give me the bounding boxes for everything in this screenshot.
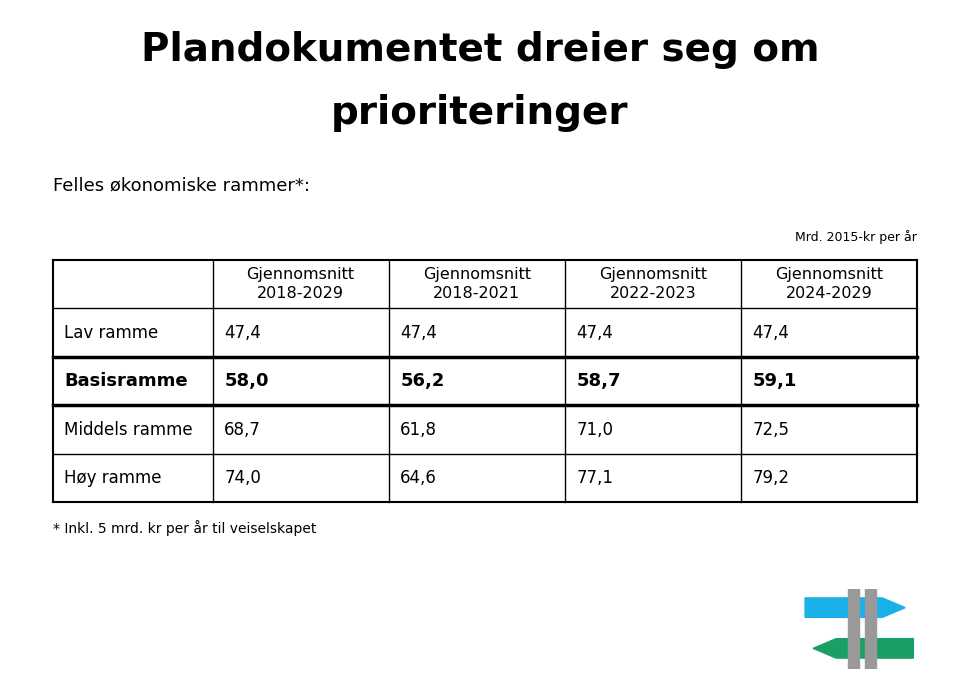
Text: 74,0: 74,0 (224, 469, 261, 487)
Text: 71,0: 71,0 (576, 421, 613, 439)
Bar (848, 589, 859, 669)
Text: 79,2: 79,2 (753, 469, 789, 487)
Text: Mrd. 2015-kr per år: Mrd. 2015-kr per år (795, 230, 917, 244)
Text: Høy ramme: Høy ramme (64, 469, 162, 487)
Text: 56,2: 56,2 (400, 372, 444, 390)
Text: 77,1: 77,1 (576, 469, 613, 487)
Text: 61,8: 61,8 (400, 421, 437, 439)
Text: Plandokumentet dreier seg om: Plandokumentet dreier seg om (141, 31, 819, 69)
Text: 64,6: 64,6 (400, 469, 437, 487)
Text: 58,7: 58,7 (576, 372, 621, 390)
Text: Gjennomsnitt
2022-2023: Gjennomsnitt 2022-2023 (599, 267, 707, 301)
Text: Lav ramme: Lav ramme (64, 324, 158, 342)
Text: Gjennomsnitt
2018-2029: Gjennomsnitt 2018-2029 (247, 267, 355, 301)
Polygon shape (813, 639, 913, 658)
Text: Gjennomsnitt
2024-2029: Gjennomsnitt 2024-2029 (775, 267, 883, 301)
Text: Basisramme: Basisramme (64, 372, 188, 390)
Text: prioriteringer: prioriteringer (331, 94, 629, 132)
Text: 72,5: 72,5 (753, 421, 789, 439)
Text: 47,4: 47,4 (576, 324, 613, 342)
Text: 47,4: 47,4 (224, 324, 261, 342)
Text: Felles økonomiske rammer*:: Felles økonomiske rammer*: (53, 177, 310, 195)
Text: 47,4: 47,4 (753, 324, 789, 342)
Polygon shape (805, 598, 905, 617)
Text: 68,7: 68,7 (224, 421, 261, 439)
Text: Gjennomsnitt
2018-2021: Gjennomsnitt 2018-2021 (422, 267, 531, 301)
Text: Middels ramme: Middels ramme (64, 421, 193, 439)
Text: 59,1: 59,1 (753, 372, 797, 390)
Text: * Inkl. 5 mrd. kr per år til veiselskapet: * Inkl. 5 mrd. kr per år til veiselskape… (53, 520, 316, 536)
Bar (865, 589, 876, 669)
Text: 47,4: 47,4 (400, 324, 437, 342)
Text: 58,0: 58,0 (224, 372, 269, 390)
